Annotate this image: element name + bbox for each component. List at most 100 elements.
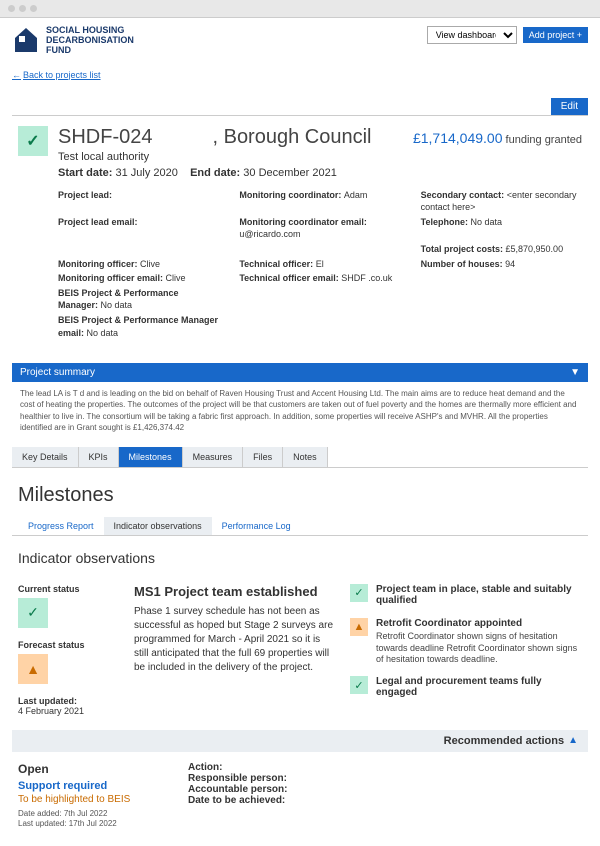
info-label: Monitoring coordinator email:	[239, 217, 367, 227]
indicator-head: Retrofit Coordinator appointed	[376, 618, 582, 629]
tab-milestones[interactable]: Milestones	[119, 447, 183, 467]
brand-line3: FUND	[46, 46, 134, 56]
rec-link[interactable]: Support required	[18, 780, 168, 792]
subtab-indicator-observations[interactable]: Indicator observations	[104, 517, 212, 535]
info-label: Technical officer:	[239, 259, 315, 269]
main-tabs: Key DetailsKPIsMilestonesMeasuresFilesNo…	[12, 447, 588, 468]
project-subtitle: Test local authority	[58, 151, 582, 163]
info-item: BEIS Project & Performance Manager email…	[58, 314, 219, 339]
add-project-button[interactable]: Add project +	[523, 27, 588, 43]
project-summary-text: The lead LA is T d and is leading on the…	[12, 382, 588, 439]
back-to-projects-link[interactable]: ← Back to projects list	[12, 70, 101, 80]
subtab-performance-log[interactable]: Performance Log	[212, 517, 301, 535]
indicator-item: ✓Project team in place, stable and suita…	[350, 584, 582, 608]
info-item: Secondary contact: <enter secondary cont…	[421, 189, 582, 214]
info-item	[421, 314, 582, 339]
edit-button[interactable]: Edit	[551, 98, 588, 115]
rec-last-updated: Last updated: 17th Jul 2022	[18, 819, 168, 829]
info-label: Project lead email:	[58, 217, 138, 227]
sub-tabs: Progress ReportIndicator observationsPer…	[12, 517, 588, 536]
end-date-label: End date:	[190, 167, 240, 179]
project-card: ✓ SHDF-024 , Borough Council £1,714,049.…	[12, 115, 588, 352]
indicator-item: ✓Legal and procurement teams fully engag…	[350, 676, 582, 700]
info-value: 94	[505, 259, 515, 269]
section-heading: Milestones	[12, 484, 588, 507]
chevron-down-icon: ▼	[570, 367, 580, 378]
tab-key-details[interactable]: Key Details	[12, 447, 79, 467]
info-label: BEIS Project & Performance Manager email…	[58, 315, 218, 338]
info-item	[421, 287, 582, 312]
chevron-up-icon: ▲	[568, 735, 578, 746]
info-label: Secondary contact:	[421, 190, 507, 200]
brand-logo: SOCIAL HOUSING DECARBONISATION FUND	[12, 26, 134, 56]
info-label: Monitoring officer:	[58, 259, 140, 269]
info-value: No data	[471, 217, 503, 227]
back-link-label: Back to projects list	[23, 70, 101, 80]
info-item	[58, 243, 219, 256]
tab-files[interactable]: Files	[243, 447, 283, 467]
page-header: SOCIAL HOUSING DECARBONISATION FUND View…	[12, 26, 588, 64]
info-item: Project lead email:	[58, 216, 219, 241]
browser-chrome	[0, 0, 600, 18]
tab-measures[interactable]: Measures	[183, 447, 244, 467]
indicator-item: ▲ Retrofit Coordinator appointed Retrofit …	[350, 618, 582, 666]
info-value: Clive	[140, 259, 160, 269]
warning-icon: ▲	[350, 618, 368, 636]
chrome-dot	[19, 5, 26, 12]
forecast-status-box: ▲	[18, 654, 48, 684]
info-label: Telephone:	[421, 217, 471, 227]
start-date-label: Start date:	[58, 167, 112, 179]
chrome-dot	[8, 5, 15, 12]
subtab-progress-report[interactable]: Progress Report	[18, 517, 104, 535]
info-value: No data	[87, 328, 119, 338]
milestone-desc: Phase 1 survey schedule has not been as …	[134, 605, 334, 675]
info-item	[421, 272, 582, 285]
info-item: Number of houses: 94	[421, 258, 582, 271]
info-item	[239, 287, 400, 312]
info-value: Adam	[344, 190, 368, 200]
project-summary-toggle[interactable]: Project summary ▼	[12, 363, 588, 382]
info-value: El	[316, 259, 324, 269]
info-label: Number of houses:	[421, 259, 506, 269]
sub-heading: Indicator observations	[12, 550, 588, 566]
rec-bar-label: Recommended actions	[444, 735, 564, 747]
rec-note: To be highlighted to BEIS	[18, 794, 168, 805]
indicator-desc: Retrofit Coordinator shown signs of hesi…	[376, 631, 582, 666]
tab-kpis[interactable]: KPIs	[79, 447, 119, 467]
rec-status: Open	[18, 762, 168, 776]
funding-amount: £1,714,049.00	[413, 130, 503, 146]
info-item: Monitoring officer email: Clive	[58, 272, 219, 285]
current-status-box: ✓	[18, 598, 48, 628]
info-item: Project lead:	[58, 189, 219, 214]
check-icon: ✓	[350, 584, 368, 602]
funding-text: funding granted	[506, 134, 582, 146]
house-icon	[12, 26, 40, 54]
view-dashboards-select[interactable]: View dashboards	[427, 26, 517, 44]
info-item: Total project costs: £5,870,950.00	[421, 243, 582, 256]
back-arrow-icon: ←	[12, 70, 21, 80]
current-status-label: Current status	[18, 584, 118, 594]
summary-label: Project summary	[20, 367, 95, 378]
info-value: Clive	[166, 273, 186, 283]
info-value: £5,870,950.00	[506, 244, 564, 254]
info-item: Monitoring officer: Clive	[58, 258, 219, 271]
check-icon: ✓	[350, 676, 368, 694]
info-label: Total project costs:	[421, 244, 506, 254]
last-updated-label: Last updated:	[18, 696, 118, 706]
info-label: Monitoring officer email:	[58, 273, 166, 283]
info-item: Telephone: No data	[421, 216, 582, 241]
project-code: SHDF-024	[58, 126, 152, 149]
action-label: Action:	[188, 762, 222, 773]
recommended-actions-toggle[interactable]: Recommended actions ▲	[12, 730, 588, 752]
accountable-label: Accountable person:	[188, 784, 287, 795]
project-council: , Borough Council	[212, 126, 371, 149]
info-item: Technical officer email: SHDF .co.uk	[239, 272, 400, 285]
project-info-grid: Project lead: Monitoring coordinator: Ad…	[18, 189, 582, 340]
tab-notes[interactable]: Notes	[283, 447, 328, 467]
project-status-icon: ✓	[18, 126, 48, 156]
info-item: Technical officer: El	[239, 258, 400, 271]
info-item	[239, 314, 400, 339]
last-updated-date: 4 February 2021	[18, 706, 84, 716]
info-item	[239, 243, 400, 256]
info-value: SHDF .co.uk	[341, 273, 392, 283]
